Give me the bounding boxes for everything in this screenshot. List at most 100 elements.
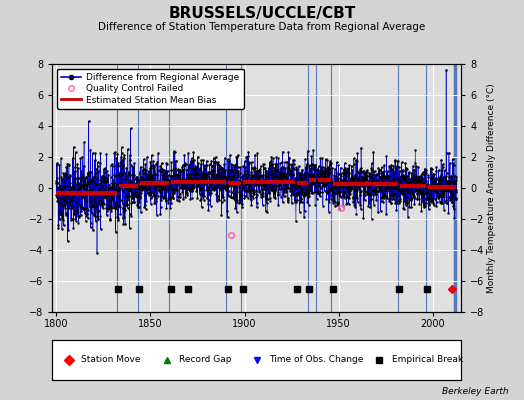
Text: BRUSSELS/UCCLE/CBT: BRUSSELS/UCCLE/CBT bbox=[168, 6, 356, 21]
Point bbox=[348, 182, 357, 188]
Point bbox=[191, 165, 200, 172]
Point bbox=[181, 182, 190, 188]
Point bbox=[340, 166, 348, 173]
Point bbox=[396, 183, 405, 190]
Point bbox=[127, 191, 136, 198]
Point bbox=[431, 178, 439, 184]
Point bbox=[100, 194, 108, 200]
Point bbox=[398, 185, 407, 192]
Point bbox=[423, 184, 432, 191]
Point bbox=[290, 192, 299, 198]
Point bbox=[77, 212, 85, 218]
Point bbox=[214, 184, 223, 190]
Point bbox=[383, 181, 391, 188]
Point bbox=[168, 178, 176, 185]
Point bbox=[386, 179, 394, 185]
Point bbox=[170, 176, 178, 183]
Point bbox=[415, 173, 423, 180]
Point bbox=[339, 179, 347, 186]
Point bbox=[248, 179, 257, 186]
Point bbox=[273, 172, 281, 179]
Point bbox=[375, 180, 383, 186]
Point bbox=[221, 176, 230, 182]
Point bbox=[287, 184, 295, 190]
Point bbox=[212, 190, 221, 197]
Point bbox=[360, 168, 368, 174]
Point bbox=[215, 168, 223, 175]
Point bbox=[208, 172, 216, 178]
Point bbox=[113, 172, 121, 178]
Point bbox=[75, 202, 84, 208]
Point bbox=[66, 199, 74, 206]
Point bbox=[347, 162, 356, 169]
Point bbox=[398, 186, 406, 192]
Point bbox=[429, 180, 437, 186]
Point bbox=[271, 163, 280, 170]
Point bbox=[99, 176, 107, 182]
Point bbox=[229, 169, 237, 175]
Point bbox=[309, 163, 317, 170]
Point bbox=[442, 194, 451, 200]
Point bbox=[252, 194, 260, 200]
Point bbox=[163, 176, 171, 182]
Point bbox=[350, 179, 358, 186]
Point bbox=[269, 176, 278, 183]
Point bbox=[278, 178, 286, 185]
Point bbox=[211, 182, 219, 189]
Point bbox=[206, 178, 214, 185]
Point bbox=[212, 182, 221, 188]
Point bbox=[78, 194, 86, 200]
Point bbox=[93, 250, 101, 256]
Point bbox=[446, 178, 454, 185]
Point bbox=[451, 196, 459, 202]
Point bbox=[356, 202, 364, 208]
Point bbox=[344, 184, 352, 191]
Point bbox=[261, 208, 270, 215]
Point bbox=[267, 186, 275, 192]
Point bbox=[209, 170, 217, 177]
Point bbox=[107, 162, 115, 168]
Point bbox=[412, 178, 421, 184]
Point bbox=[77, 155, 85, 161]
Point bbox=[440, 190, 449, 196]
Point bbox=[100, 187, 108, 194]
Point bbox=[316, 189, 324, 195]
Point bbox=[86, 146, 95, 153]
Point bbox=[119, 220, 127, 227]
Point bbox=[286, 167, 294, 173]
Point bbox=[282, 171, 290, 178]
Point bbox=[103, 175, 111, 181]
Point bbox=[356, 166, 364, 173]
Point bbox=[156, 188, 164, 195]
Point bbox=[211, 174, 219, 180]
Point bbox=[325, 185, 333, 191]
Point bbox=[206, 182, 215, 188]
Point bbox=[58, 186, 66, 192]
Point bbox=[251, 182, 259, 188]
Point bbox=[396, 179, 404, 186]
Point bbox=[152, 183, 160, 190]
Point bbox=[195, 177, 204, 184]
Point bbox=[282, 174, 290, 180]
Point bbox=[142, 171, 150, 178]
Point bbox=[299, 172, 307, 178]
Point bbox=[174, 172, 182, 178]
Point bbox=[422, 178, 430, 184]
Point bbox=[283, 158, 291, 165]
Point bbox=[166, 194, 174, 200]
Point bbox=[58, 214, 66, 220]
Point bbox=[294, 170, 303, 176]
Point bbox=[129, 193, 138, 199]
Point bbox=[224, 156, 232, 162]
Point bbox=[332, 181, 341, 187]
Point bbox=[380, 162, 388, 168]
Point bbox=[329, 192, 337, 198]
Point bbox=[239, 177, 247, 184]
Point bbox=[238, 192, 246, 198]
Point bbox=[380, 174, 389, 180]
Point bbox=[63, 202, 71, 208]
Point bbox=[307, 182, 315, 188]
Point bbox=[329, 189, 337, 195]
Point bbox=[145, 176, 153, 183]
Point bbox=[204, 184, 212, 190]
